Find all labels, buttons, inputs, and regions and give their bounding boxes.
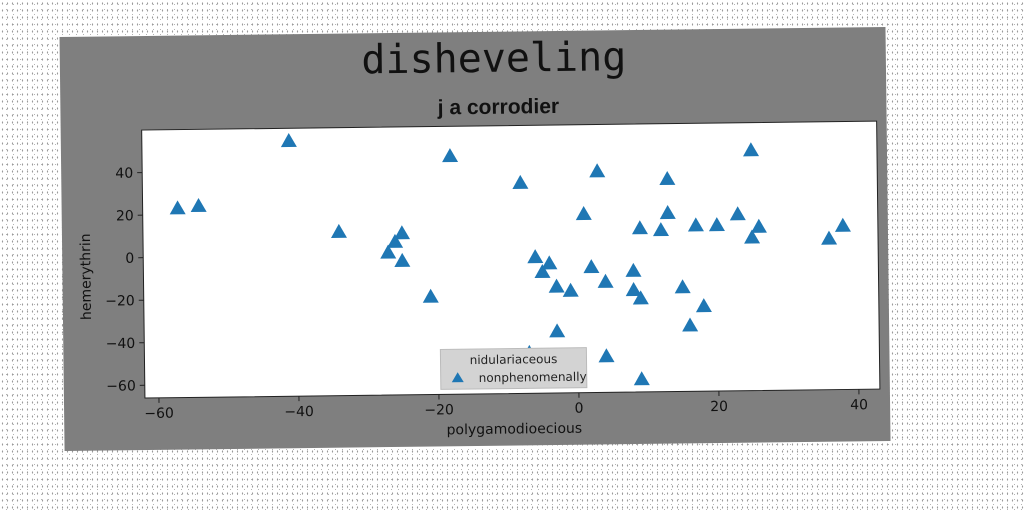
- scatter-point: [575, 206, 592, 221]
- scatter-point: [708, 217, 725, 232]
- x-tick-label: 20: [710, 399, 728, 415]
- y-tick-label: 0: [125, 251, 134, 267]
- scatter-point: [597, 273, 614, 288]
- scatter-point: [394, 225, 411, 240]
- scatter-point: [512, 174, 529, 189]
- scatter-point: [659, 204, 676, 220]
- y-tick-label: −60: [106, 378, 136, 394]
- legend-box: [439, 347, 588, 390]
- scatter-point: [562, 282, 579, 297]
- scatter-point: [387, 233, 404, 248]
- scatter-point: [625, 262, 642, 277]
- scatter-point: [653, 222, 670, 237]
- scatter-point: [659, 170, 676, 186]
- legend-marker-triangle: [451, 372, 464, 383]
- scatter-point: [589, 163, 606, 178]
- legend-title: nidulariaceous: [470, 352, 558, 367]
- scatter-point: [549, 323, 566, 338]
- y-tick-label: −20: [105, 293, 135, 309]
- x-tick-label: 40: [850, 397, 868, 413]
- chart-title: disheveling: [361, 34, 626, 83]
- scatter-point: [280, 133, 297, 148]
- scatter-point: [633, 371, 650, 386]
- y-tick-label: 20: [116, 208, 134, 224]
- x-axis-ticks: −60 −40 −20 0 20 40: [144, 389, 868, 422]
- y-axis-label: hemerythrin: [78, 233, 95, 320]
- scatter-point: [695, 298, 712, 313]
- scatter-point: [687, 217, 704, 232]
- scatter-point: [632, 290, 649, 305]
- scatter-point: [169, 200, 186, 215]
- scatter-point: [821, 230, 838, 245]
- x-tick-label: −20: [424, 402, 454, 418]
- scatter-point: [380, 244, 397, 259]
- scatter-point: [583, 259, 600, 274]
- scatter-point: [190, 197, 207, 213]
- scatter-point: [422, 288, 439, 303]
- y-axis-ticks: −60 −40 −20 0 20 40: [105, 166, 145, 395]
- scatter-point: [442, 148, 459, 163]
- x-tick-label: −60: [144, 406, 174, 422]
- scatter-point: [331, 223, 348, 238]
- scatter-point: [682, 317, 699, 332]
- scatter-point: [834, 217, 851, 232]
- scatter-point: [394, 252, 411, 267]
- scatter-point: [674, 279, 691, 294]
- x-tick-label: −40: [284, 404, 314, 420]
- x-axis-label: polygamodioecious: [446, 421, 582, 439]
- scatter-point: [729, 206, 746, 221]
- scatter-point: [598, 348, 615, 363]
- y-tick-label: −40: [106, 336, 136, 352]
- legend-entry-label: nonphenomenally: [479, 370, 587, 385]
- x-tick-label: 0: [575, 401, 584, 417]
- scatter-point: [534, 263, 551, 279]
- scatter-point: [744, 229, 761, 244]
- scatter-point: [743, 142, 760, 157]
- scatter-point: [548, 278, 565, 293]
- scatter-point: [750, 218, 767, 233]
- scatter-point: [541, 255, 558, 270]
- figure-panel: disheveling j a corrodier −60 −40 −20 0 20 40…: [59, 26, 891, 452]
- chart-subtitle: j a corrodier: [437, 95, 560, 119]
- scatter-point: [625, 281, 642, 297]
- legend: nidulariaceous nonphenomenally: [439, 347, 588, 390]
- scatter-point: [527, 249, 544, 264]
- y-tick-label: 40: [115, 166, 133, 182]
- scatter-point: [631, 220, 648, 235]
